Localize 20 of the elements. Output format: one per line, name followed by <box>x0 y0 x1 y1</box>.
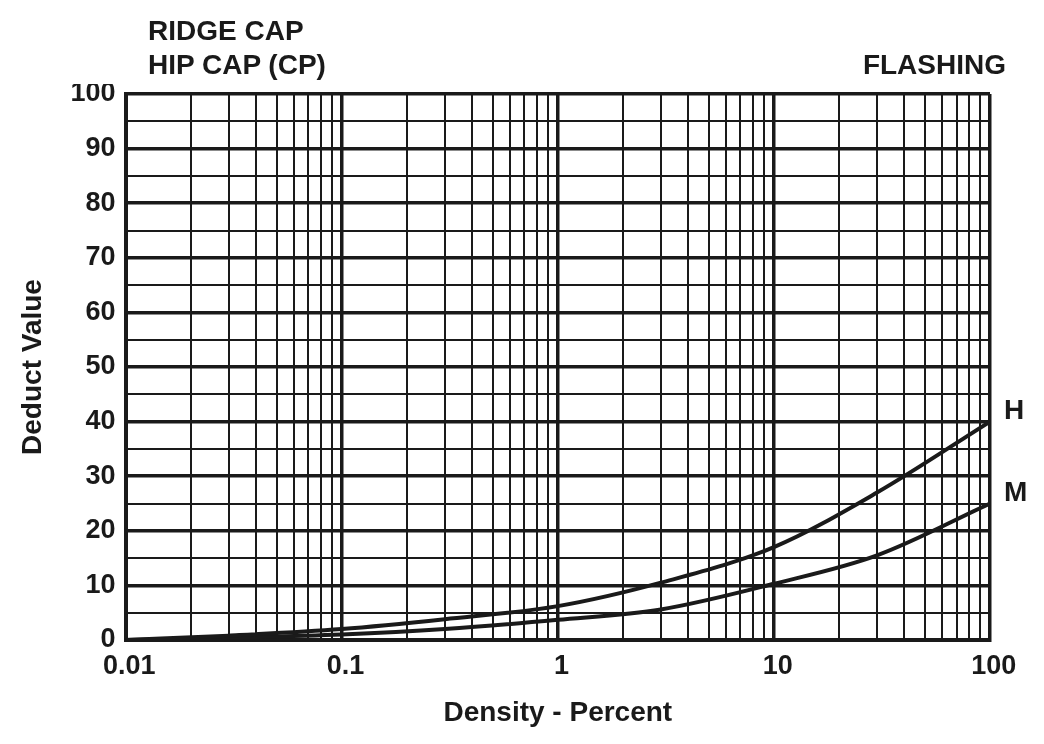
x-tick-label: 100 <box>963 649 1017 680</box>
y-tick-label: 20 <box>85 514 116 545</box>
y-tick-label: 10 <box>85 568 116 599</box>
y-tick-label: 40 <box>85 405 116 436</box>
y-axis-title: Deduct Value <box>15 279 47 455</box>
x-tick-label: 0.1 <box>319 649 365 680</box>
y-tick-label: 50 <box>85 350 116 381</box>
chart-title: RIDGE CAP <box>148 14 305 48</box>
chart-subtitle: HIP CAP (CP) <box>148 48 326 82</box>
x-tick-label: 10 <box>755 649 793 680</box>
x-tick-label: 1 <box>546 649 570 680</box>
y-tick-label: 80 <box>85 186 116 217</box>
series-label: H <box>1004 394 1025 426</box>
series-label: M <box>1004 476 1028 508</box>
text: FLASHING <box>862 48 1006 82</box>
x-axis-title: Density - Percent <box>443 695 673 727</box>
y-tick-label: 60 <box>85 295 116 326</box>
y-tick-label: 30 <box>85 459 116 490</box>
y-tick-label: 70 <box>85 241 116 272</box>
y-tick-label: 90 <box>85 132 116 163</box>
